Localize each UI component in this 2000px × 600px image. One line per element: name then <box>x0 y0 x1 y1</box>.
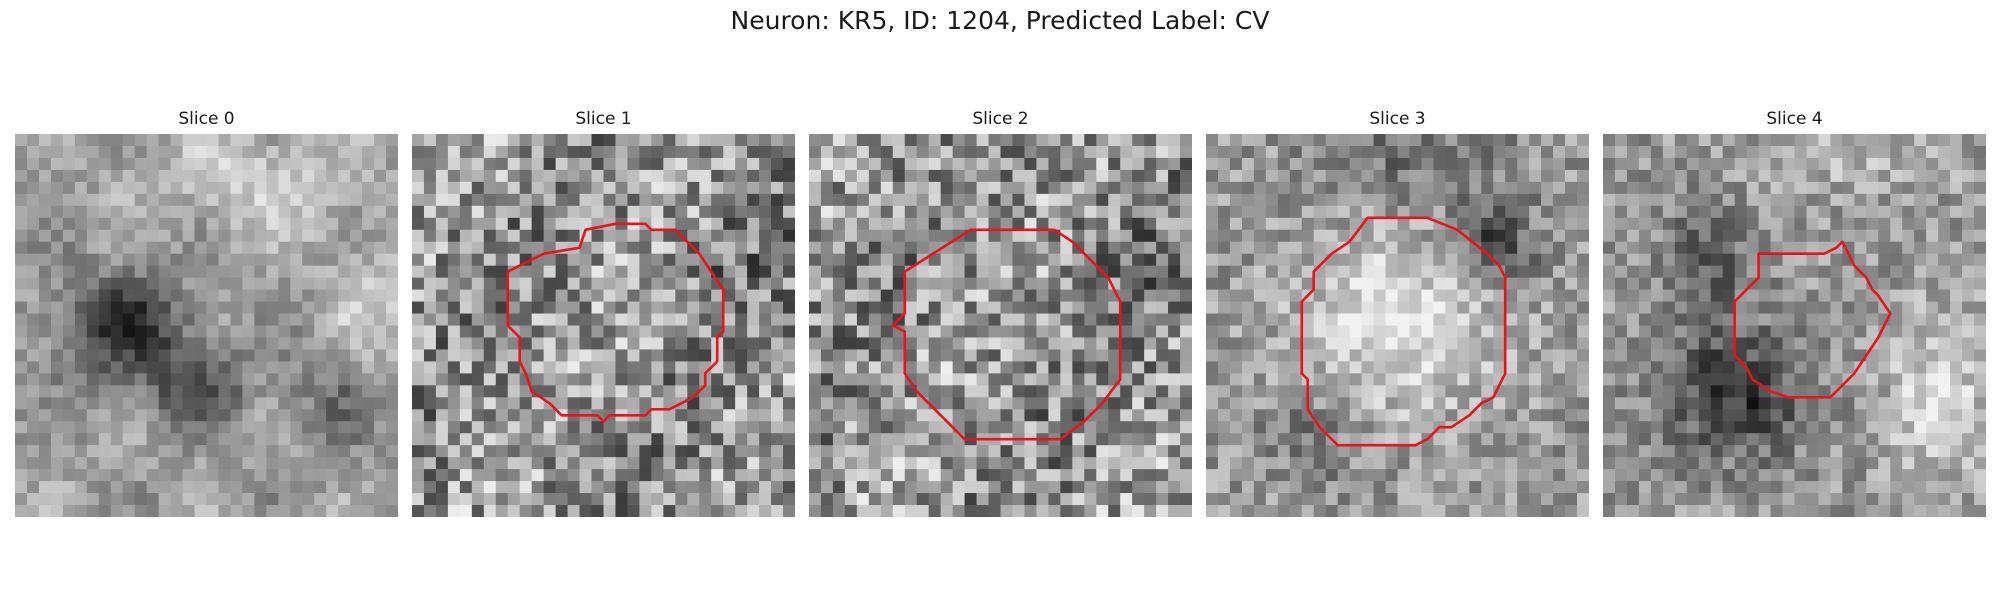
slice-image-2 <box>809 134 1192 517</box>
slice-title: Slice 1 <box>575 109 632 129</box>
slice-image-4 <box>1603 134 1986 517</box>
slice-panel-0: Slice 0 <box>15 108 398 517</box>
slice-panel-1: Slice 1 <box>412 108 795 517</box>
figure-title: Neuron: KR5, ID: 1204, Predicted Label: … <box>730 6 1270 35</box>
pixel-grid <box>15 134 398 517</box>
roi-contour <box>1300 216 1507 447</box>
slice-title: Slice 0 <box>178 109 235 129</box>
roi-contour <box>891 228 1122 441</box>
pixel-grid <box>1206 134 1589 517</box>
roi-contour <box>1733 240 1892 399</box>
slice-panel-3: Slice 3 <box>1206 108 1589 517</box>
slice-panel-4: Slice 4 <box>1603 108 1986 517</box>
pixel-grid <box>809 134 1192 517</box>
slice-image-1 <box>412 134 795 517</box>
slice-title: Slice 2 <box>972 109 1029 129</box>
slice-panel-2: Slice 2 <box>809 108 1192 517</box>
roi-contour <box>506 222 725 423</box>
pixel-grid <box>412 134 795 517</box>
slice-title: Slice 3 <box>1369 109 1426 129</box>
slice-image-3 <box>1206 134 1589 517</box>
slice-image-0 <box>15 134 398 517</box>
pixel-grid <box>1603 134 1986 517</box>
slice-title: Slice 4 <box>1766 109 1823 129</box>
